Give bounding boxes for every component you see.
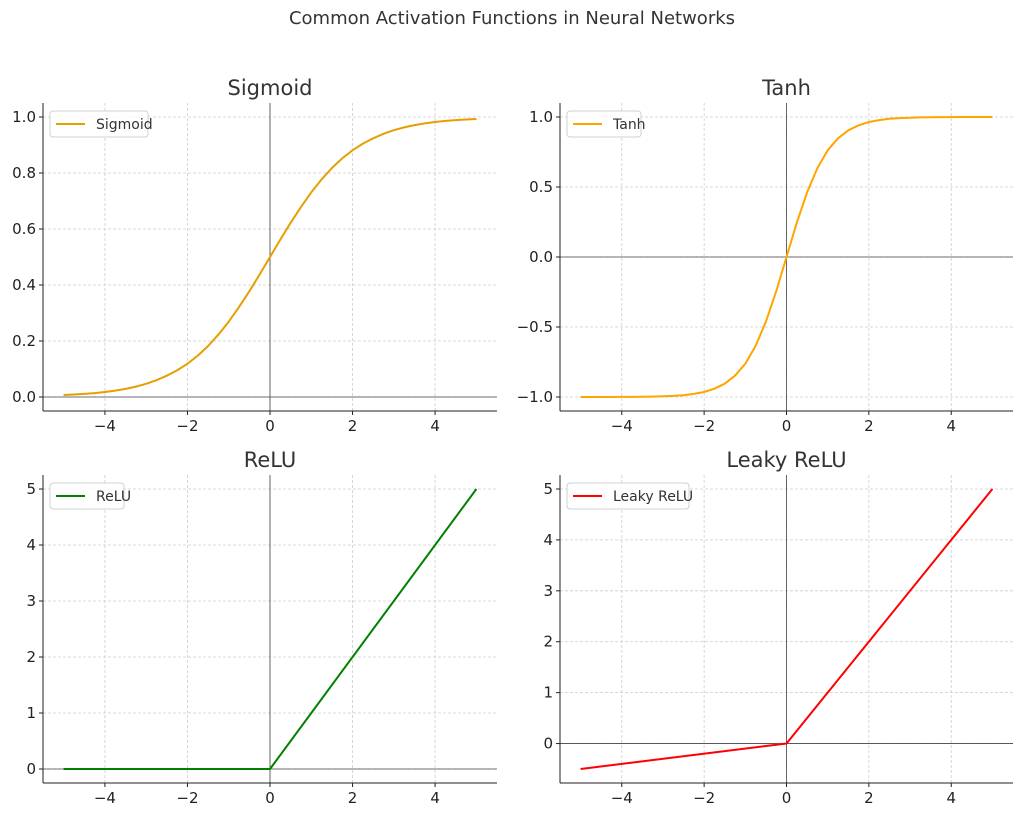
x-tick-label: 2 (348, 417, 358, 435)
x-tick-label: 2 (864, 417, 874, 435)
x-tick-label: 0 (265, 789, 275, 807)
legend-label: Leaky ReLU (613, 489, 693, 505)
x-tick-label: −4 (611, 417, 633, 435)
x-tick-label: 4 (946, 417, 956, 435)
y-tick-label: 3 (543, 582, 553, 600)
y-tick-label: 0 (543, 735, 553, 753)
y-tick-label: 1.0 (529, 108, 553, 126)
panel-title: Tanh (761, 76, 811, 100)
y-tick-label: −0.5 (517, 318, 553, 336)
x-tick-label: 4 (430, 417, 440, 435)
legend-label: Tanh (612, 117, 646, 133)
series-line-tanh (580, 116, 993, 398)
y-tick-label: 0.2 (12, 332, 36, 350)
y-tick-label: −1.0 (517, 388, 553, 406)
panel-title: Sigmoid (228, 76, 313, 100)
panel-title: Leaky ReLU (726, 448, 846, 472)
x-tick-label: −2 (176, 417, 198, 435)
legend-box (566, 482, 690, 510)
x-tick-label: −2 (693, 789, 715, 807)
x-tick-label: −2 (176, 789, 198, 807)
y-tick-label: 0 (26, 760, 36, 778)
legend-box (49, 110, 149, 138)
y-tick-label: 0.6 (12, 220, 36, 238)
series-line-leaky-relu (580, 488, 994, 770)
legend-label: Sigmoid (96, 117, 153, 133)
y-tick-label: 1 (543, 684, 553, 702)
y-tick-label: 0.0 (529, 248, 553, 266)
y-tick-label: 1 (26, 704, 36, 722)
y-tick-label: 0.4 (12, 276, 36, 294)
y-tick-label: 4 (543, 531, 553, 549)
y-tick-label: 5 (26, 480, 36, 498)
series-line-relu (63, 488, 478, 770)
legend-box (566, 110, 642, 138)
panel-title: ReLU (244, 448, 297, 472)
x-tick-label: −2 (693, 417, 715, 435)
x-tick-label: 4 (946, 789, 956, 807)
x-tick-label: −4 (94, 417, 116, 435)
panel-leaky-relu: Leaky ReLU −4 −2 0 2 4 0 1 2 3 4 5 Leaky ReLU (543, 448, 1013, 807)
panel-tanh: Tanh −4 −2 0 2 4 −1.0 −0.5 0.0 0.5 1.0 Tanh (517, 76, 1013, 435)
x-tick-label: −4 (94, 789, 116, 807)
y-tick-label: 5 (543, 480, 553, 498)
x-tick-label: 0 (265, 417, 275, 435)
y-tick-label: 0.5 (529, 178, 553, 196)
panel-relu: ReLU −4 −2 0 2 4 0 1 2 3 4 5 ReLU (26, 448, 497, 807)
x-tick-label: −4 (611, 789, 633, 807)
panel-sigmoid: Sigmoid −4 −2 0 2 4 0.0 0.2 0.4 0.6 0.8 1.0 Sigmoid (12, 76, 497, 435)
figure-title: Common Activation Functions in Neural Ne… (288, 8, 736, 29)
x-tick-label: 2 (864, 789, 874, 807)
x-tick-label: 4 (430, 789, 440, 807)
x-tick-label: 0 (782, 417, 792, 435)
y-tick-label: 0.0 (12, 388, 36, 406)
y-tick-label: 2 (26, 648, 36, 666)
y-tick-label: 1.0 (12, 108, 36, 126)
y-tick-label: 4 (26, 536, 36, 554)
x-tick-label: 0 (782, 789, 792, 807)
series-line-sigmoid (63, 118, 477, 396)
y-tick-label: 3 (26, 592, 36, 610)
y-tick-label: 2 (543, 633, 553, 651)
y-tick-label: 0.8 (12, 164, 36, 182)
legend-box (49, 482, 125, 510)
legend-label: ReLU (96, 489, 131, 505)
x-tick-label: 2 (348, 789, 358, 807)
